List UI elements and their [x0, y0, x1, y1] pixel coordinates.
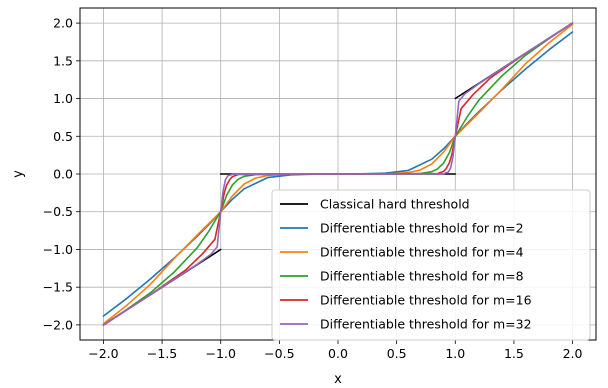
x-axis-ticks: −2.0 −1.5 −1.0 −0.5 0.0 0.5 1.0 1.5 2.0 [88, 340, 583, 361]
legend-entry-label: Differentiable threshold for m=4 [320, 245, 524, 260]
y-tick-label: 2.0 [53, 16, 73, 31]
plot-lines [102, 22, 574, 326]
y-tick-label: 1.5 [53, 53, 73, 68]
legend-entry-label: Differentiable threshold for m=2 [320, 221, 524, 236]
legend-entry-label: Differentiable threshold for m=16 [320, 293, 532, 308]
x-tick-label: 1.5 [504, 346, 524, 361]
legend-box [271, 189, 591, 341]
x-axis-label: x [334, 372, 342, 387]
y-tick-label: 0.0 [53, 167, 73, 182]
legend-entry-label: Differentiable threshold for m=8 [320, 269, 524, 284]
y-tick-label: −1.0 [43, 242, 73, 257]
series-line-5 [102, 22, 574, 326]
x-tick-label: 0.0 [328, 346, 348, 361]
y-axis-label: y [11, 170, 26, 178]
x-tick-label: −2.0 [88, 346, 118, 361]
x-tick-label: 1.0 [445, 346, 465, 361]
legend-entry-label: Classical hard threshold [320, 197, 470, 212]
legend: Classical hard threshold Differentiable t… [271, 189, 591, 341]
y-tick-label: 0.5 [53, 129, 73, 144]
y-tick-label: −2.0 [43, 317, 73, 332]
y-tick-label: −0.5 [43, 204, 73, 219]
x-tick-label: 0.5 [387, 346, 407, 361]
x-tick-label: 2.0 [563, 346, 583, 361]
legend-entry-label: Differentiable threshold for m=32 [320, 317, 532, 332]
x-tick-label: −1.0 [206, 346, 236, 361]
y-tick-label: 1.0 [53, 91, 73, 106]
x-tick-label: −1.5 [147, 346, 177, 361]
y-axis-ticks: −2.0 −1.5 −1.0 −0.5 0.0 0.5 1.0 1.5 2.0 [43, 16, 80, 332]
x-tick-label: −0.5 [264, 346, 294, 361]
y-tick-label: −1.5 [43, 280, 73, 295]
